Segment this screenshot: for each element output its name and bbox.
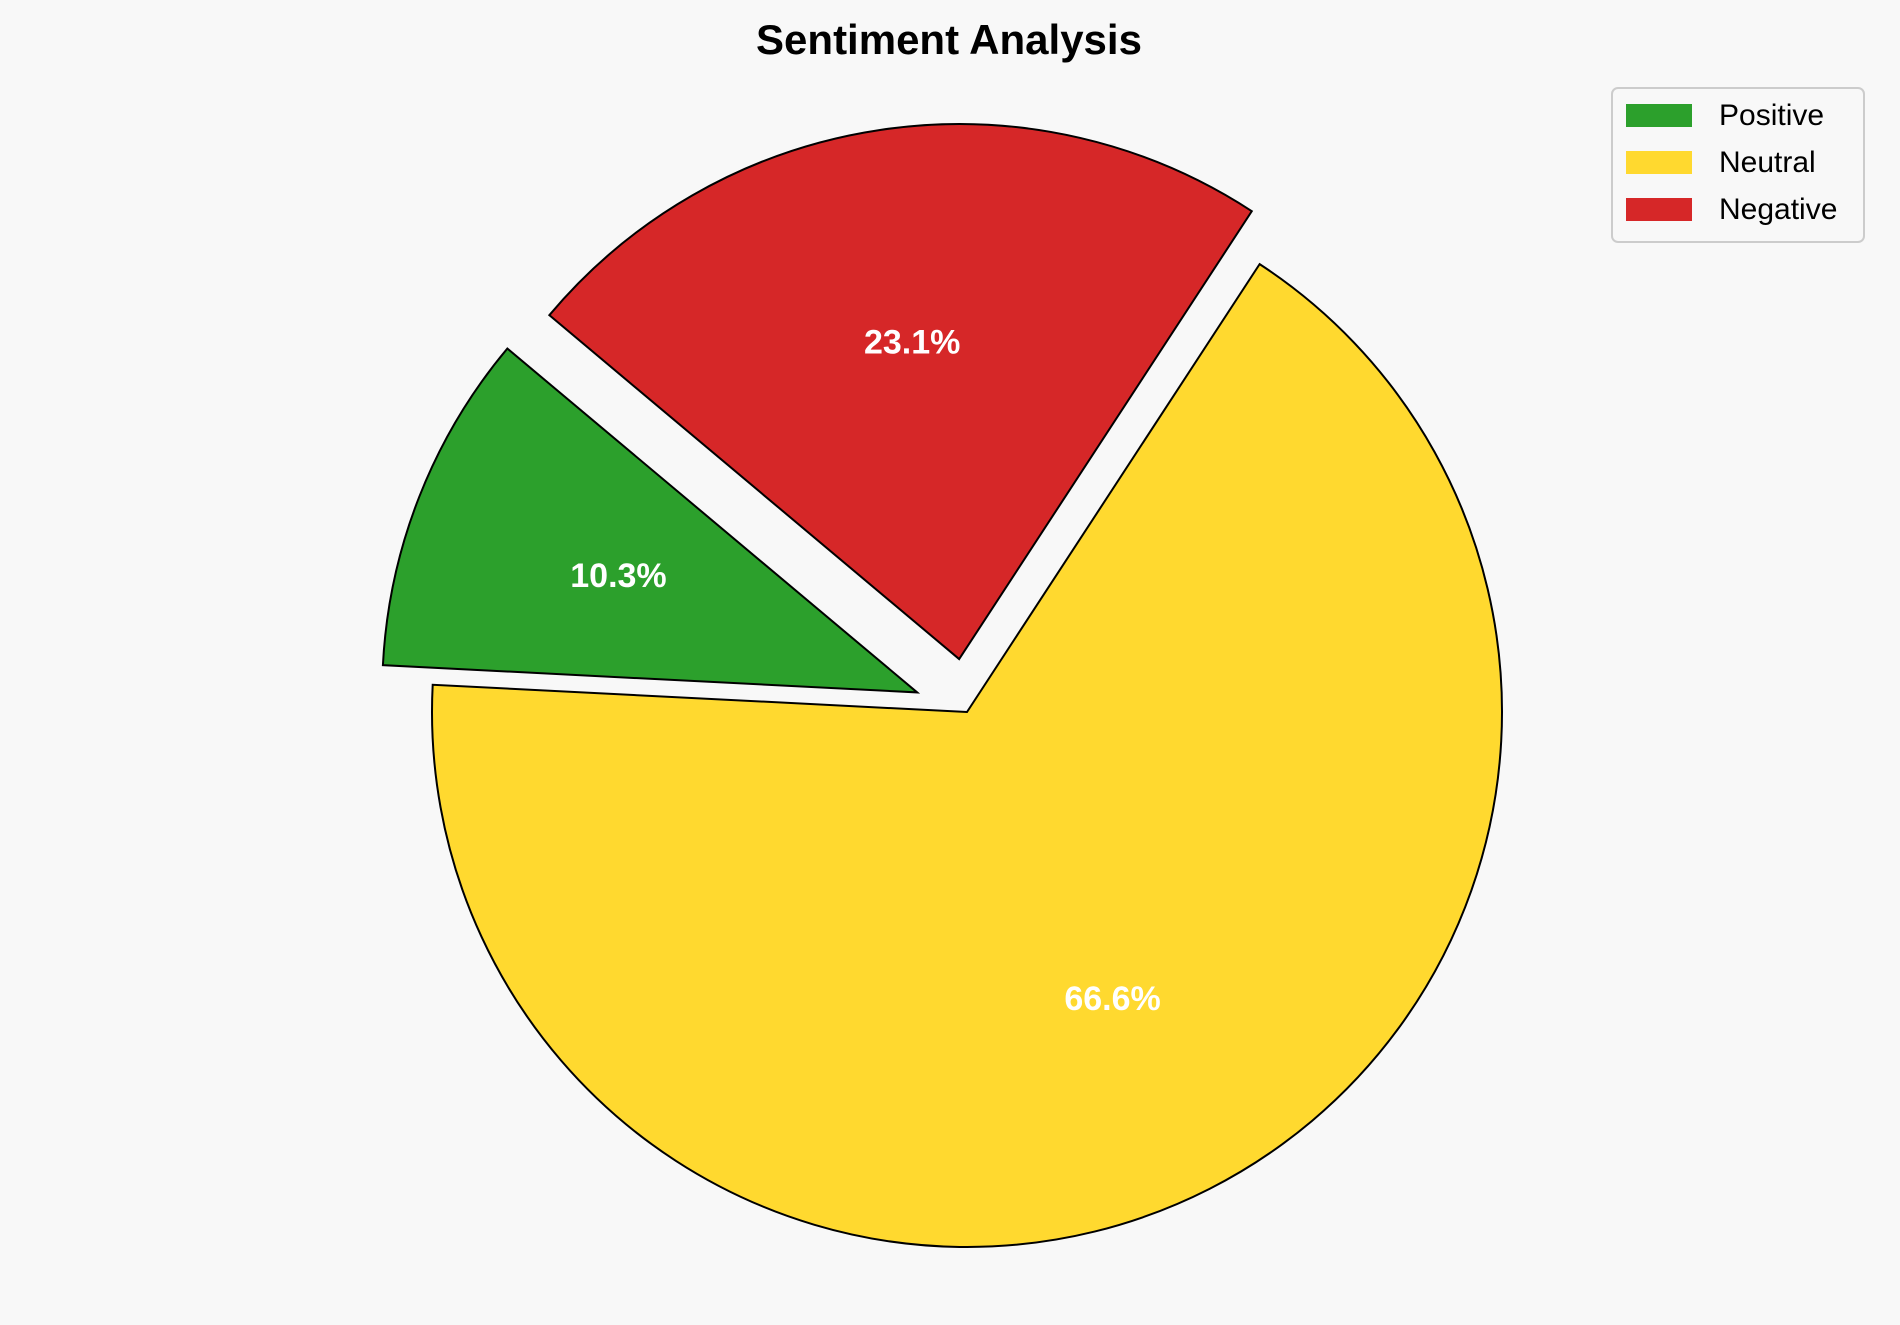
legend-label-positive: Positive	[1719, 99, 1824, 132]
pie-label-neutral: 66.6%	[1064, 980, 1160, 1018]
pie-slices	[381, 123, 1503, 1248]
pie-slice-positive	[381, 347, 921, 694]
pie-labels: 10.3% 66.6% 23.1%	[570, 324, 1160, 1019]
pie-label-positive: 10.3%	[570, 557, 666, 595]
legend-label-negative: Negative	[1719, 193, 1837, 226]
legend-swatch-positive	[1626, 104, 1692, 127]
legend-swatch-neutral	[1626, 151, 1692, 174]
pie-slice-neutral	[431, 262, 1503, 1248]
legend-swatch-negative	[1626, 198, 1692, 221]
chart-title: Sentiment Analysis	[756, 16, 1142, 63]
pie-label-negative: 23.1%	[864, 324, 960, 362]
legend: Positive Neutral Negative	[1611, 87, 1865, 243]
pie-slice-negative	[547, 123, 1254, 661]
legend-label-neutral: Neutral	[1719, 146, 1816, 179]
